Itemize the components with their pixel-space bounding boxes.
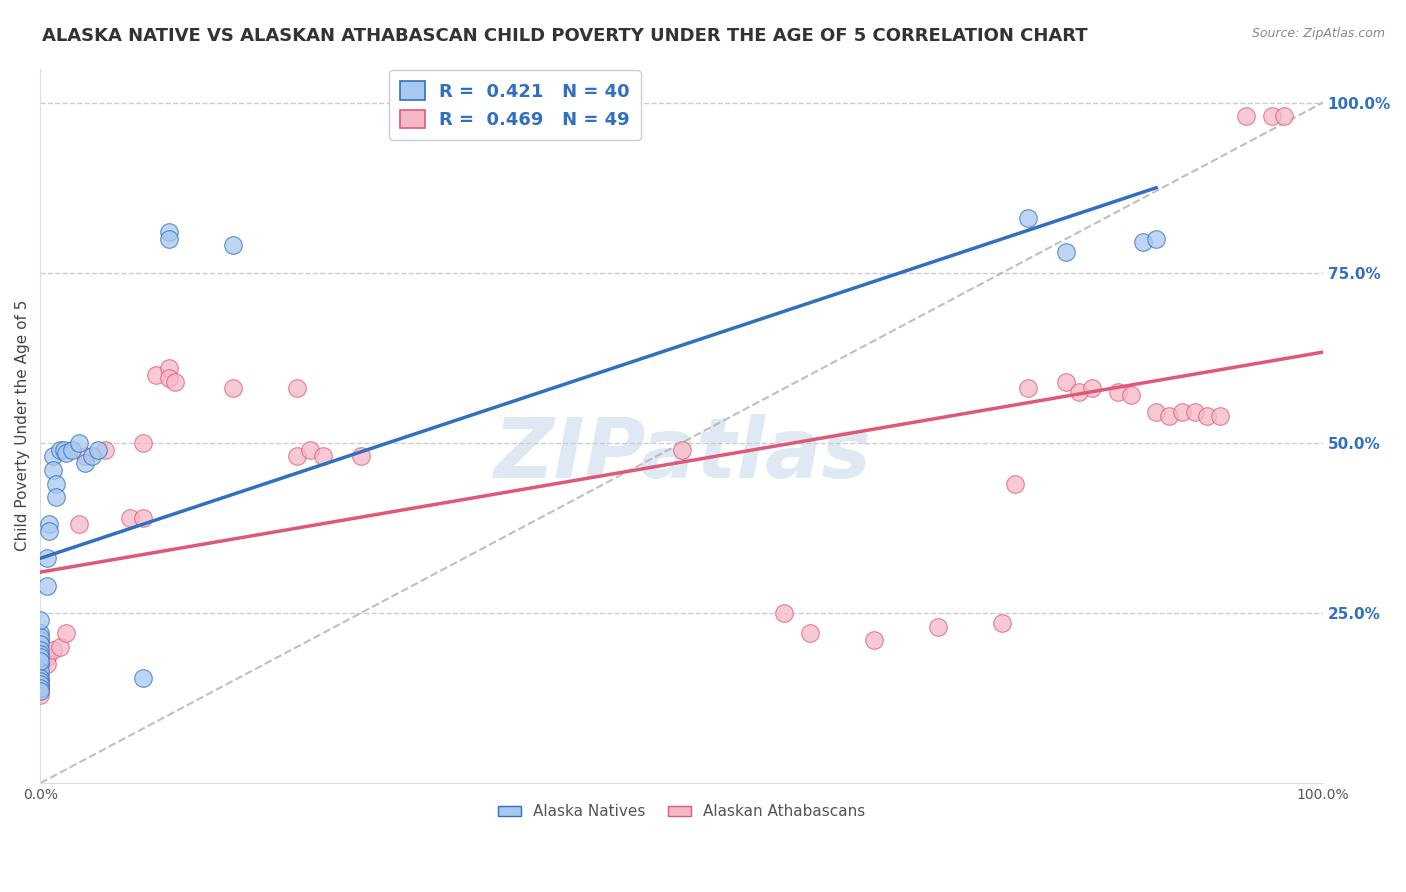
Point [52, 442, 75, 457]
Text: Source: ZipAtlas.com: Source: ZipAtlas.com [1251, 27, 1385, 40]
Point [30, 657, 52, 671]
Point [30, 664, 52, 678]
Point [30, 673, 52, 688]
Point [30, 633, 52, 648]
Point [30, 657, 52, 671]
Point [67, 517, 90, 532]
Point [30, 643, 52, 657]
Point [1260, 109, 1282, 123]
Point [62, 442, 84, 457]
Point [1081, 381, 1104, 395]
Point [75, 456, 97, 470]
Point [67, 435, 90, 450]
Point [165, 375, 187, 389]
Legend: Alaska Natives, Alaskan Athabascans: Alaska Natives, Alaskan Athabascans [492, 798, 872, 825]
Point [30, 673, 52, 688]
Point [1197, 409, 1219, 423]
Point [1119, 388, 1142, 402]
Point [222, 238, 245, 252]
Point [1132, 235, 1154, 249]
Point [87, 442, 110, 457]
Point [157, 225, 180, 239]
Point [1004, 476, 1026, 491]
Point [45, 490, 67, 504]
Point [30, 630, 52, 644]
Point [1017, 211, 1039, 226]
Point [991, 616, 1014, 631]
Point [285, 450, 308, 464]
Point [45, 476, 67, 491]
Point [1234, 109, 1257, 123]
Point [42, 643, 65, 657]
Point [38, 517, 60, 532]
Point [38, 524, 60, 539]
Point [773, 606, 796, 620]
Point [222, 381, 245, 395]
Point [75, 450, 97, 464]
Point [1017, 381, 1039, 395]
Point [927, 619, 949, 633]
Point [863, 633, 886, 648]
Point [30, 636, 52, 650]
Point [1069, 384, 1091, 399]
Point [30, 688, 52, 702]
Point [799, 626, 821, 640]
Point [1054, 245, 1077, 260]
Point [48, 640, 70, 654]
Point [30, 681, 52, 695]
Point [1054, 375, 1077, 389]
Point [157, 232, 180, 246]
Point [30, 684, 52, 698]
Point [1157, 409, 1180, 423]
Point [30, 650, 52, 665]
Point [55, 626, 77, 640]
Point [145, 368, 167, 382]
Point [671, 442, 693, 457]
Point [93, 442, 115, 457]
Point [311, 450, 333, 464]
Point [30, 654, 52, 668]
Text: ZIPatlas: ZIPatlas [492, 414, 870, 495]
Point [35, 579, 58, 593]
Point [30, 613, 52, 627]
Point [132, 435, 155, 450]
Point [48, 442, 70, 457]
Point [298, 442, 321, 457]
Point [120, 510, 142, 524]
Point [1144, 232, 1167, 246]
Point [55, 446, 77, 460]
Point [132, 671, 155, 685]
Point [80, 450, 103, 464]
Point [1171, 405, 1194, 419]
Point [1144, 405, 1167, 419]
Point [1209, 409, 1232, 423]
Point [285, 381, 308, 395]
Point [350, 450, 373, 464]
Point [157, 371, 180, 385]
Point [30, 684, 52, 698]
Point [132, 510, 155, 524]
Point [30, 667, 52, 681]
Point [30, 671, 52, 685]
Point [35, 650, 58, 665]
Y-axis label: Child Poverty Under the Age of 5: Child Poverty Under the Age of 5 [15, 300, 30, 551]
Point [1274, 109, 1296, 123]
Point [30, 626, 52, 640]
Point [35, 551, 58, 566]
Point [30, 677, 52, 691]
Point [42, 463, 65, 477]
Point [1107, 384, 1129, 399]
Point [1184, 405, 1206, 419]
Point [30, 677, 52, 691]
Point [157, 360, 180, 375]
Point [35, 657, 58, 671]
Text: ALASKA NATIVE VS ALASKAN ATHABASCAN CHILD POVERTY UNDER THE AGE OF 5 CORRELATION: ALASKA NATIVE VS ALASKAN ATHABASCAN CHIL… [42, 27, 1088, 45]
Point [30, 681, 52, 695]
Point [30, 647, 52, 661]
Point [42, 450, 65, 464]
